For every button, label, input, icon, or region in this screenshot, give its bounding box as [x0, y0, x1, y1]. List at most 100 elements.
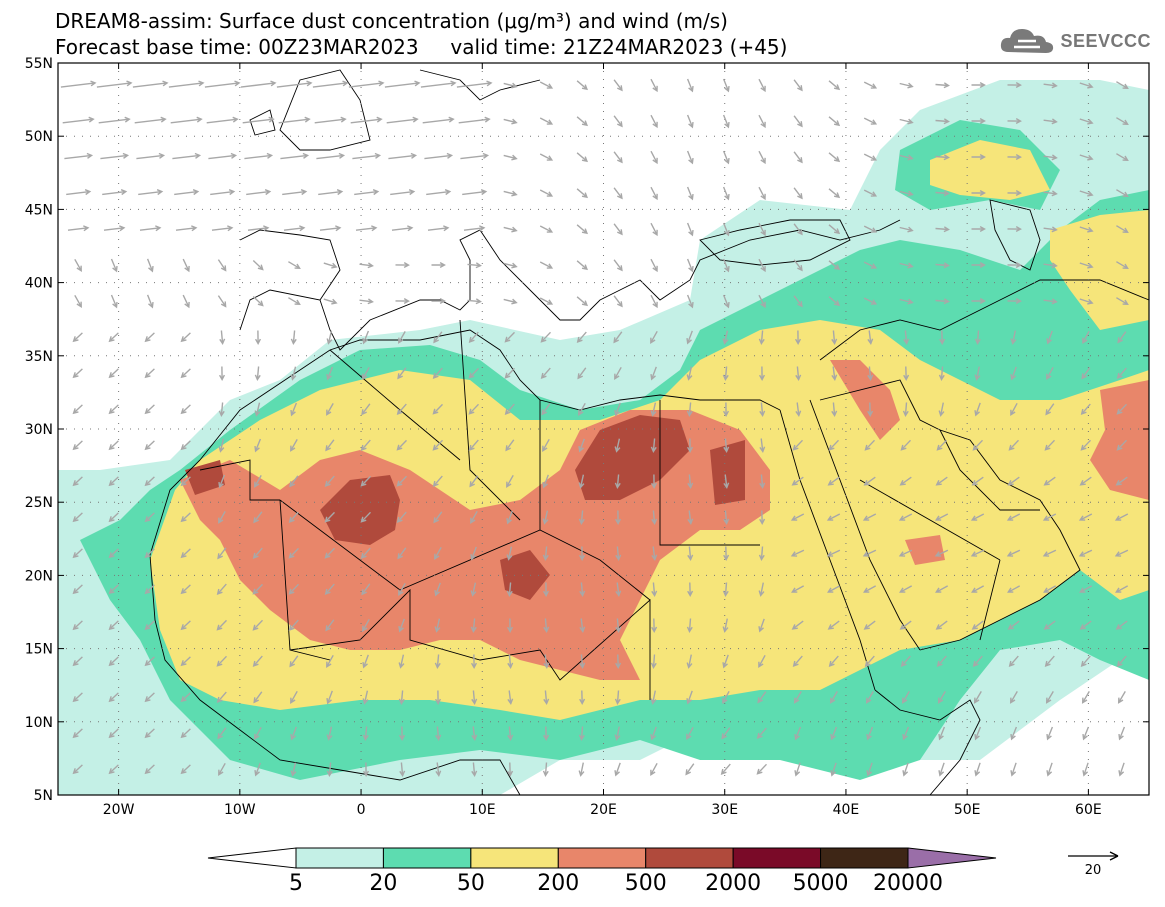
wind-arrow	[866, 762, 873, 777]
wind-arrow	[758, 258, 766, 273]
wind-arrow	[362, 618, 370, 632]
wind-arrow	[144, 728, 155, 739]
colorbar-label: 500	[625, 871, 667, 896]
wind-arrow	[180, 728, 191, 739]
colorbar-segment	[820, 847, 909, 869]
wind-arrow	[246, 189, 272, 196]
wind-arrow	[144, 332, 155, 343]
wind-arrow	[1043, 118, 1058, 125]
wind-arrow	[793, 187, 803, 200]
coastline-arabia	[919, 429, 1081, 651]
wind-arrow	[252, 259, 264, 271]
wind-arrow	[862, 513, 877, 521]
colorbar-min-triangle	[207, 847, 297, 869]
wind-arrow	[326, 762, 333, 777]
wind-arrow	[432, 439, 444, 451]
wind-arrow	[935, 82, 950, 89]
wind-arrow	[1080, 403, 1091, 415]
wind-arrow	[505, 439, 515, 452]
wind-arrow	[1116, 117, 1129, 126]
wind-arrow	[686, 690, 693, 705]
wind-arrow	[936, 655, 947, 667]
wind-arrow	[579, 690, 586, 705]
wind-arrow	[324, 547, 336, 559]
wind-arrow	[1115, 476, 1128, 486]
wind-arrow	[252, 295, 264, 307]
wind-arrow	[723, 510, 730, 525]
wind-arrow	[862, 549, 877, 557]
wind-arrow	[539, 225, 554, 233]
wind-arrow	[503, 262, 518, 269]
wind-arrow	[576, 116, 588, 127]
wind-arrow	[937, 691, 946, 704]
wind-arrow	[898, 549, 913, 557]
wind-arrow	[686, 618, 693, 633]
wind-arrow	[1046, 366, 1054, 380]
wind-arrow	[613, 223, 623, 236]
wind-arrow	[172, 152, 202, 160]
wind-arrow	[613, 187, 623, 200]
colorbar	[207, 847, 997, 869]
wind-arrow	[182, 294, 190, 309]
wind-arrow	[863, 153, 878, 161]
wind-arrow	[686, 78, 694, 93]
wind-arrow	[108, 764, 119, 775]
wind-arrow	[793, 295, 803, 308]
dust-band-500-2000-c	[500, 550, 550, 600]
wind-arrow	[686, 186, 694, 201]
wind-arrow	[828, 188, 841, 199]
wind-arrow	[398, 331, 406, 344]
wind-arrow	[974, 402, 981, 417]
wind-arrow	[970, 513, 985, 521]
wind-arrow	[324, 475, 335, 487]
wind-arrow	[384, 80, 421, 88]
wind-arrow	[650, 762, 658, 776]
wind-arrow	[1079, 118, 1094, 125]
wind-reference-arrowhead	[1109, 851, 1119, 861]
wind-arrow	[432, 475, 443, 487]
wind-arrow	[216, 655, 228, 667]
wind-arrow	[1008, 439, 1020, 451]
wind-arrow	[1082, 762, 1089, 777]
wind-arrow	[470, 618, 477, 633]
wind-arrow	[651, 510, 658, 525]
wind-arrow	[650, 438, 657, 453]
wind-arrow	[1010, 762, 1017, 777]
wind-arrow	[144, 368, 155, 379]
dust-band-500-2000-b	[575, 415, 690, 500]
wind-arrow	[614, 438, 621, 453]
wind-arrow	[541, 403, 551, 416]
wind-arrow	[938, 366, 945, 381]
wind-arrow	[614, 726, 621, 741]
wind-arrow	[722, 258, 730, 273]
wind-arrow	[354, 189, 380, 196]
wind-arrow	[863, 476, 876, 486]
wind-arrow	[1115, 585, 1129, 593]
wind-arrow	[398, 690, 405, 705]
wind-arrow	[543, 726, 550, 741]
wind-arrow	[721, 727, 731, 740]
wind-arrow	[247, 225, 270, 232]
wind-arrow	[863, 225, 878, 233]
wind-arrow	[971, 261, 986, 269]
dust-band-50-200-asia	[930, 140, 1149, 330]
wind-arrow	[314, 116, 347, 124]
wind-arrow	[254, 475, 262, 488]
wind-arrow	[72, 620, 83, 631]
lat-tick-label: 50N	[25, 129, 53, 145]
wind-arrow	[72, 584, 83, 595]
wind-arrow	[132, 80, 169, 88]
wind-arrow	[1116, 81, 1129, 90]
wind-arrow	[863, 297, 878, 305]
wind-arrow	[1007, 297, 1022, 305]
wind-arrow	[723, 438, 730, 453]
wind-arrow	[507, 654, 514, 669]
wind-arrow	[72, 512, 83, 523]
wind-arrow	[72, 692, 83, 703]
wind-arrow	[396, 403, 407, 415]
wind-arrow	[507, 762, 514, 777]
wind-arrow	[613, 259, 623, 272]
wind-arrow	[972, 655, 983, 667]
wind-arrow	[399, 762, 406, 777]
wind-arrow	[218, 762, 226, 776]
